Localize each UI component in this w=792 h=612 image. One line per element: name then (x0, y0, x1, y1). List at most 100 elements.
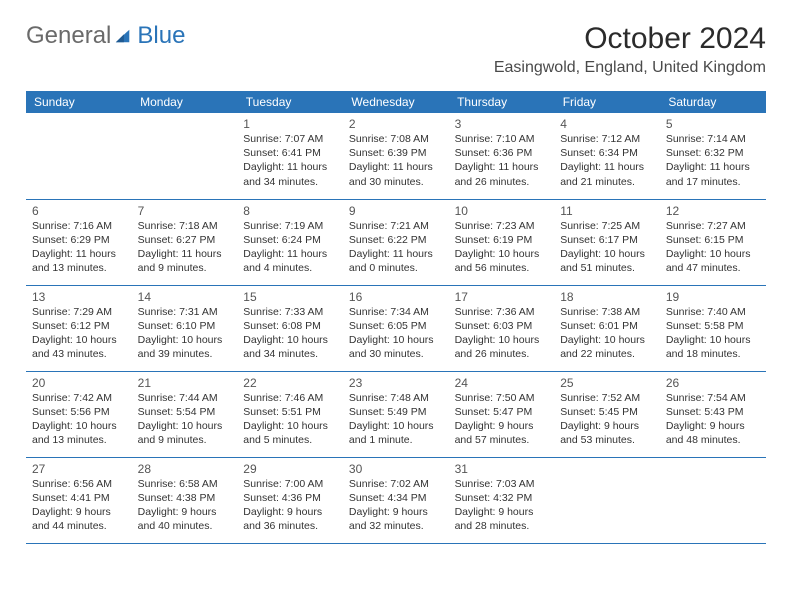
sunset-line: Sunset: 5:43 PM (666, 405, 760, 419)
calendar-day-cell: 10Sunrise: 7:23 AMSunset: 6:19 PMDayligh… (449, 199, 555, 285)
daylight-line: Daylight: 9 hours and 28 minutes. (455, 505, 549, 533)
sunrise-line: Sunrise: 7:38 AM (560, 305, 654, 319)
daylight-line: Daylight: 11 hours and 17 minutes. (666, 160, 760, 188)
calendar-day-cell: 12Sunrise: 7:27 AMSunset: 6:15 PMDayligh… (660, 199, 766, 285)
calendar-day-cell: 4Sunrise: 7:12 AMSunset: 6:34 PMDaylight… (554, 113, 660, 199)
daylight-line: Daylight: 10 hours and 47 minutes. (666, 247, 760, 275)
daylight-line: Daylight: 11 hours and 9 minutes. (138, 247, 232, 275)
calendar-day-cell (554, 457, 660, 543)
sunrise-line: Sunrise: 7:00 AM (243, 477, 337, 491)
sunrise-line: Sunrise: 7:10 AM (455, 132, 549, 146)
sunrise-line: Sunrise: 6:58 AM (138, 477, 232, 491)
calendar-day-cell (660, 457, 766, 543)
calendar-day-cell (132, 113, 238, 199)
daylight-line: Daylight: 10 hours and 9 minutes. (138, 419, 232, 447)
day-number: 26 (666, 376, 760, 390)
daylight-line: Daylight: 9 hours and 44 minutes. (32, 505, 126, 533)
calendar-day-cell: 25Sunrise: 7:52 AMSunset: 5:45 PMDayligh… (554, 371, 660, 457)
calendar-day-cell: 7Sunrise: 7:18 AMSunset: 6:27 PMDaylight… (132, 199, 238, 285)
sunset-line: Sunset: 5:58 PM (666, 319, 760, 333)
daylight-line: Daylight: 10 hours and 5 minutes. (243, 419, 337, 447)
daylight-line: Daylight: 10 hours and 43 minutes. (32, 333, 126, 361)
day-number: 13 (32, 290, 126, 304)
weekday-header: Monday (132, 91, 238, 113)
sunset-line: Sunset: 4:34 PM (349, 491, 443, 505)
sunrise-line: Sunrise: 7:54 AM (666, 391, 760, 405)
sunset-line: Sunset: 5:49 PM (349, 405, 443, 419)
sunset-line: Sunset: 6:41 PM (243, 146, 337, 160)
day-number: 28 (138, 462, 232, 476)
sunrise-line: Sunrise: 7:03 AM (455, 477, 549, 491)
sunset-line: Sunset: 6:27 PM (138, 233, 232, 247)
day-number: 4 (560, 117, 654, 131)
day-number: 9 (349, 204, 443, 218)
calendar-day-cell: 6Sunrise: 7:16 AMSunset: 6:29 PMDaylight… (26, 199, 132, 285)
day-number: 24 (455, 376, 549, 390)
calendar-day-cell: 22Sunrise: 7:46 AMSunset: 5:51 PMDayligh… (237, 371, 343, 457)
calendar-day-cell: 13Sunrise: 7:29 AMSunset: 6:12 PMDayligh… (26, 285, 132, 371)
day-number: 8 (243, 204, 337, 218)
day-number: 10 (455, 204, 549, 218)
sunrise-line: Sunrise: 7:46 AM (243, 391, 337, 405)
sunrise-line: Sunrise: 6:56 AM (32, 477, 126, 491)
day-number: 21 (138, 376, 232, 390)
calendar-day-cell: 23Sunrise: 7:48 AMSunset: 5:49 PMDayligh… (343, 371, 449, 457)
calendar-day-cell: 30Sunrise: 7:02 AMSunset: 4:34 PMDayligh… (343, 457, 449, 543)
weekday-header: Tuesday (237, 91, 343, 113)
daylight-line: Daylight: 11 hours and 30 minutes. (349, 160, 443, 188)
calendar-day-cell: 14Sunrise: 7:31 AMSunset: 6:10 PMDayligh… (132, 285, 238, 371)
sunset-line: Sunset: 6:29 PM (32, 233, 126, 247)
sunrise-line: Sunrise: 7:29 AM (32, 305, 126, 319)
sunset-line: Sunset: 4:32 PM (455, 491, 549, 505)
sunrise-line: Sunrise: 7:33 AM (243, 305, 337, 319)
sunset-line: Sunset: 6:36 PM (455, 146, 549, 160)
daylight-line: Daylight: 10 hours and 56 minutes. (455, 247, 549, 275)
calendar-day-cell (26, 113, 132, 199)
sunset-line: Sunset: 4:36 PM (243, 491, 337, 505)
calendar-day-cell: 26Sunrise: 7:54 AMSunset: 5:43 PMDayligh… (660, 371, 766, 457)
calendar-day-cell: 29Sunrise: 7:00 AMSunset: 4:36 PMDayligh… (237, 457, 343, 543)
day-number: 20 (32, 376, 126, 390)
sunrise-line: Sunrise: 7:36 AM (455, 305, 549, 319)
sunrise-line: Sunrise: 7:31 AM (138, 305, 232, 319)
daylight-line: Daylight: 10 hours and 30 minutes. (349, 333, 443, 361)
weekday-header: Saturday (660, 91, 766, 113)
sunrise-line: Sunrise: 7:50 AM (455, 391, 549, 405)
sunrise-line: Sunrise: 7:21 AM (349, 219, 443, 233)
day-number: 30 (349, 462, 443, 476)
calendar-day-cell: 15Sunrise: 7:33 AMSunset: 6:08 PMDayligh… (237, 285, 343, 371)
sunrise-line: Sunrise: 7:52 AM (560, 391, 654, 405)
daylight-line: Daylight: 9 hours and 36 minutes. (243, 505, 337, 533)
month-title: October 2024 (494, 22, 766, 55)
day-number: 12 (666, 204, 760, 218)
header: General Blue October 2024 Easingwold, En… (26, 22, 766, 77)
sunrise-line: Sunrise: 7:34 AM (349, 305, 443, 319)
sunrise-line: Sunrise: 7:40 AM (666, 305, 760, 319)
calendar-day-cell: 11Sunrise: 7:25 AMSunset: 6:17 PMDayligh… (554, 199, 660, 285)
sunrise-line: Sunrise: 7:07 AM (243, 132, 337, 146)
calendar-day-cell: 21Sunrise: 7:44 AMSunset: 5:54 PMDayligh… (132, 371, 238, 457)
sunrise-line: Sunrise: 7:44 AM (138, 391, 232, 405)
calendar-day-cell: 16Sunrise: 7:34 AMSunset: 6:05 PMDayligh… (343, 285, 449, 371)
brand-text-general: General (26, 22, 111, 50)
daylight-line: Daylight: 10 hours and 13 minutes. (32, 419, 126, 447)
sunset-line: Sunset: 4:38 PM (138, 491, 232, 505)
brand-text-blue: Blue (137, 22, 185, 50)
daylight-line: Daylight: 9 hours and 32 minutes. (349, 505, 443, 533)
day-number: 15 (243, 290, 337, 304)
calendar-week-row: 6Sunrise: 7:16 AMSunset: 6:29 PMDaylight… (26, 199, 766, 285)
brand-logo: General Blue (26, 22, 185, 50)
day-number: 14 (138, 290, 232, 304)
sunset-line: Sunset: 6:01 PM (560, 319, 654, 333)
sunset-line: Sunset: 5:54 PM (138, 405, 232, 419)
day-number: 23 (349, 376, 443, 390)
sunrise-line: Sunrise: 7:25 AM (560, 219, 654, 233)
sunrise-line: Sunrise: 7:23 AM (455, 219, 549, 233)
day-number: 29 (243, 462, 337, 476)
day-number: 25 (560, 376, 654, 390)
calendar-day-cell: 3Sunrise: 7:10 AMSunset: 6:36 PMDaylight… (449, 113, 555, 199)
day-number: 2 (349, 117, 443, 131)
calendar-day-cell: 24Sunrise: 7:50 AMSunset: 5:47 PMDayligh… (449, 371, 555, 457)
weekday-header: Thursday (449, 91, 555, 113)
sunset-line: Sunset: 6:10 PM (138, 319, 232, 333)
